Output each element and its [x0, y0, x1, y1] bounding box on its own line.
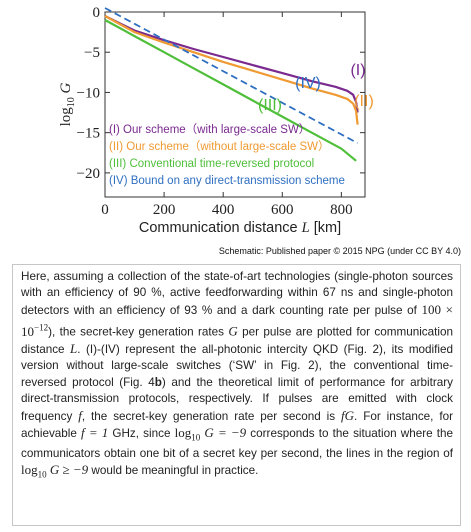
x-tick-label: 600	[271, 202, 294, 218]
legend-entry-1: (I) Our scheme（with large-scale SW）	[109, 123, 310, 136]
var-G: G	[228, 323, 238, 339]
series-line-2	[104, 15, 359, 125]
y-tick-label: −20	[77, 166, 100, 182]
chart-svg: 0 200 400 600 800 0 −5 −10 −15 −20 Communication d…	[58, 5, 374, 236]
x-axis-label: Communication distance L [km]	[139, 220, 341, 236]
x-tick-label: 400	[212, 202, 235, 218]
legend-entry-4: (IV) Bound on any direct-transmission sc…	[109, 175, 345, 187]
y-tick-label: −15	[77, 126, 100, 142]
x-tick-label: 200	[153, 202, 176, 218]
condition-2: log10 G ≥ −9	[21, 462, 89, 480]
series-label-4: (IV)	[295, 75, 321, 92]
y-tick-label: 0	[93, 5, 101, 21]
var-fG: fG	[341, 407, 355, 423]
series-label-2: (II)	[354, 93, 374, 110]
series-line-1	[104, 15, 359, 113]
dark-count-value: 100 × 10−12	[21, 301, 453, 339]
chart-figure: 0 200 400 600 800 0 −5 −10 −15 −20 Communication d…	[0, 0, 471, 260]
series-label-1: (I)	[350, 62, 365, 79]
image-credit: Schematic: Published paper © 2015 NPG (u…	[218, 246, 461, 256]
condition-1: log10 G = −9	[174, 424, 247, 443]
f-value: f = 1	[81, 424, 109, 440]
legend-entry-3: (III) Conventional time-reversed protoco…	[109, 158, 314, 170]
series-line-4	[104, 7, 359, 144]
y-tick-label: −5	[84, 45, 100, 61]
legend-entry-2: (II) Our scheme（without large-scale SW）	[109, 140, 329, 153]
y-axis-label: log10 G	[58, 82, 77, 126]
y-tick-label: −10	[77, 85, 100, 101]
series-line-3	[104, 19, 357, 162]
figure-caption: Here, assuming a collection of the state…	[12, 264, 461, 526]
fig-4b-letter: b	[154, 375, 162, 389]
x-tick-label: 0	[101, 202, 109, 218]
plot-frame	[104, 11, 366, 198]
series-label-3: (III)	[258, 97, 282, 114]
x-tick-label: 800	[330, 202, 353, 218]
var-L: L	[70, 340, 78, 356]
caption-text: Here, assuming a collection of the state…	[21, 270, 453, 317]
var-f: f	[78, 407, 82, 423]
